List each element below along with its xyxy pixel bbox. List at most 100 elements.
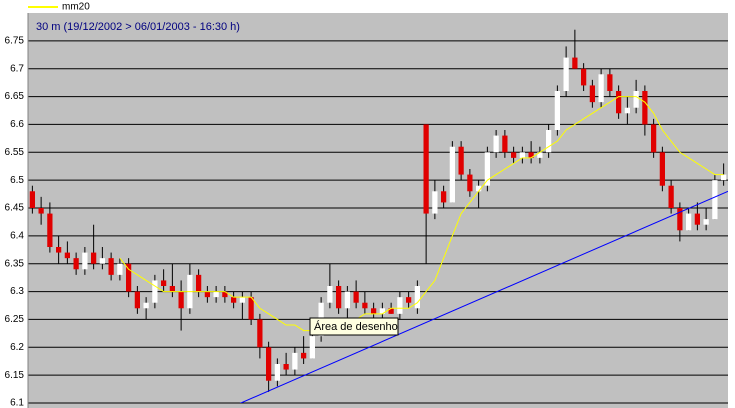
- candle-body: [677, 208, 683, 231]
- tooltip-box: [309, 317, 399, 336]
- candle-body: [169, 286, 175, 292]
- candle-body: [292, 352, 298, 370]
- candle-body: [82, 252, 88, 270]
- candle-body: [624, 107, 630, 114]
- y-tick-label: 6.1: [10, 398, 24, 408]
- candle-body: [134, 291, 140, 309]
- candle-body: [537, 152, 543, 158]
- candle-body: [283, 364, 289, 370]
- candle-body: [371, 308, 377, 314]
- candle-body: [651, 124, 657, 153]
- candle-body: [204, 291, 210, 298]
- candle-body: [274, 364, 280, 381]
- candle-body: [686, 213, 692, 231]
- candle-body: [633, 91, 639, 108]
- candle-body: [327, 286, 333, 303]
- tooltip-text: Área de desenho: [314, 320, 398, 333]
- candle-body: [511, 152, 517, 158]
- candle-body: [47, 213, 53, 247]
- candle-body: [379, 308, 385, 314]
- candle-body: [257, 319, 263, 348]
- y-tick-label: 6.15: [5, 370, 25, 381]
- candle-body: [117, 263, 123, 275]
- candle-body: [659, 152, 665, 186]
- candle-body: [519, 152, 525, 158]
- grid: 6.1 6.15 6.2 6.25 6.3 6.35 6.4 6.45 6.5 6.55 6.6 6.…: [5, 13, 728, 408]
- candle-body: [406, 297, 412, 303]
- legend: mm20: [28, 2, 90, 13]
- y-tick-label: 6.3: [10, 286, 24, 297]
- candle-body: [423, 124, 429, 214]
- candle-body: [362, 302, 368, 309]
- candle-body: [336, 286, 342, 309]
- candle-body: [301, 352, 307, 359]
- candle-body: [458, 146, 464, 175]
- candle-body: [546, 130, 552, 153]
- chart-subtitle: 30 m (19/12/2002 > 06/01/2003 - 16:30 h): [36, 21, 240, 33]
- candle-body: [231, 297, 237, 303]
- candle-body: [616, 91, 622, 114]
- candle-body: [248, 297, 254, 320]
- candle-body: [668, 185, 674, 208]
- candle-body: [178, 291, 184, 309]
- trendline: [239, 190, 728, 403]
- y-tick-label: 6.5: [10, 175, 24, 186]
- candle-body: [712, 180, 718, 220]
- y-tick-label: 6.35: [5, 258, 25, 269]
- tooltip: Área de desenho: [309, 317, 399, 336]
- candle-body: [528, 152, 534, 158]
- y-tick-label: 6.75: [5, 35, 25, 46]
- candle-body: [414, 286, 420, 309]
- candle-body: [353, 291, 359, 303]
- candle-body: [56, 247, 62, 253]
- candle-body: [397, 297, 403, 314]
- candle-body: [502, 135, 508, 153]
- candle-body: [73, 258, 79, 270]
- candle-body: [91, 252, 97, 264]
- y-tick-label: 6.6: [10, 119, 24, 130]
- y-tick-label: 6.2: [10, 342, 24, 353]
- marks: [29, 29, 728, 403]
- y-tick-label: 6.65: [5, 91, 25, 102]
- candle-body: [99, 258, 105, 264]
- candle-body: [607, 74, 613, 91]
- candle-body: [449, 146, 455, 203]
- series-line: [119, 96, 724, 332]
- candle-body: [38, 208, 44, 214]
- candle-body: [29, 191, 35, 208]
- candle-body: [484, 152, 490, 186]
- candle-body: [239, 297, 245, 303]
- candle-body: [572, 57, 578, 69]
- candle-body: [476, 185, 482, 192]
- candle-body: [642, 91, 648, 125]
- candle-body: [309, 336, 315, 359]
- candle-body: [441, 191, 447, 203]
- candle-body: [703, 219, 709, 225]
- candle-body: [467, 174, 473, 192]
- candle-body: [388, 308, 394, 314]
- candle-body: [143, 302, 149, 309]
- legend-label: mm20: [62, 2, 90, 13]
- y-tick-label: 6.7: [10, 63, 24, 74]
- candle-body: [581, 68, 587, 86]
- candle-body: [126, 263, 132, 292]
- candle-body: [598, 74, 604, 103]
- y-tick-label: 6.4: [10, 230, 24, 241]
- candle-body: [266, 347, 272, 381]
- y-tick-label: 6.45: [5, 203, 25, 214]
- y-tick-label: 6.25: [5, 314, 25, 325]
- candle-body: [344, 291, 350, 309]
- candle-body: [196, 274, 202, 292]
- candle-body: [152, 280, 158, 303]
- candle-body: [161, 280, 167, 286]
- candle-body: [721, 174, 727, 181]
- candle-body: [213, 291, 219, 298]
- candle-body: [493, 135, 499, 153]
- candle-body: [694, 213, 700, 225]
- y-tick-label: 6.55: [5, 147, 25, 158]
- candle-body: [589, 85, 595, 103]
- candle-body: [108, 258, 114, 275]
- plot-area: [28, 13, 728, 408]
